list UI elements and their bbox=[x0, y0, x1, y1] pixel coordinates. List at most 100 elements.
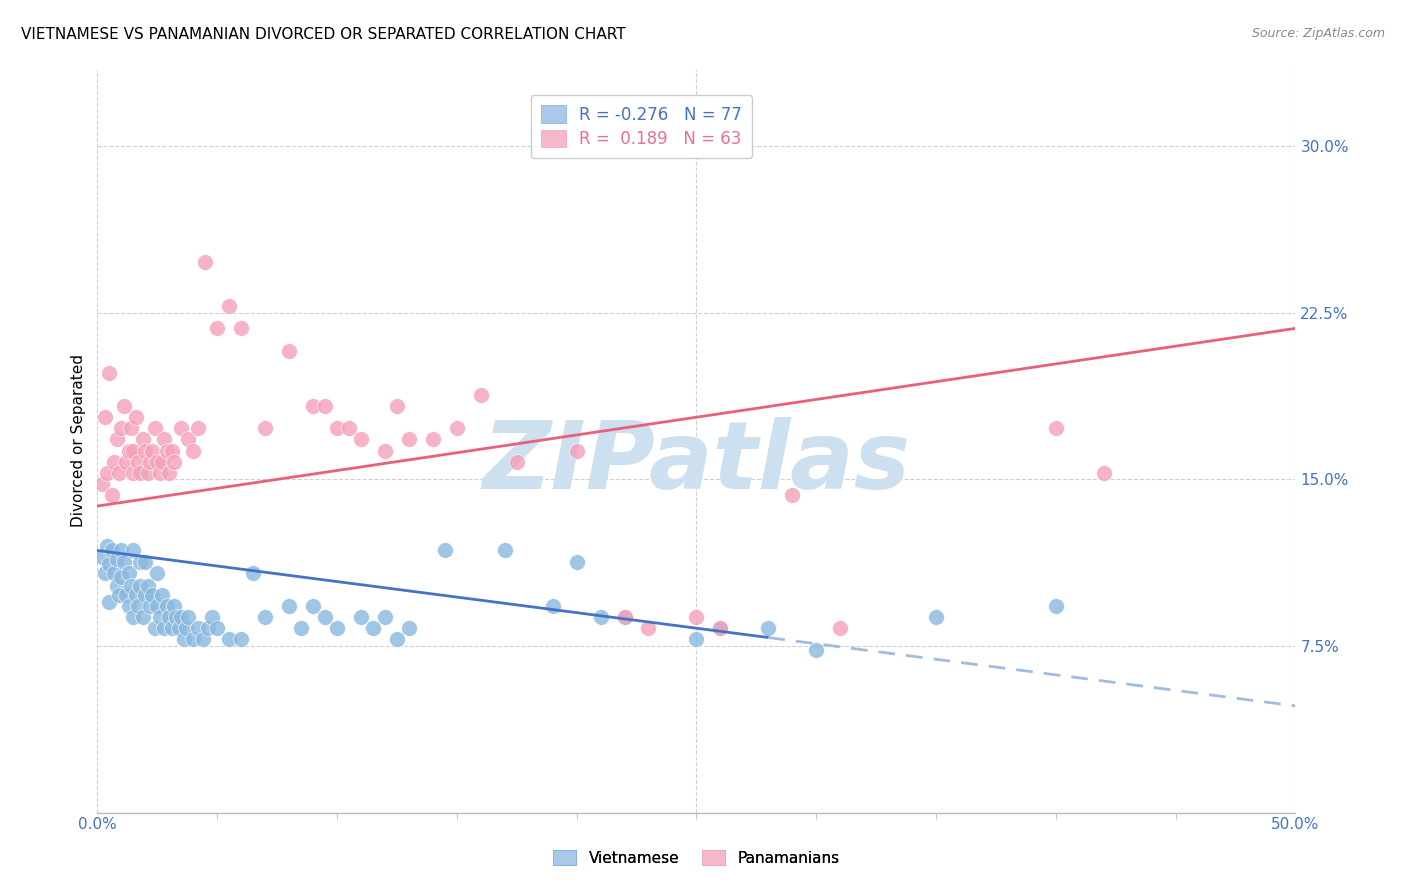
Point bbox=[167, 621, 190, 635]
Point bbox=[160, 621, 183, 635]
Point bbox=[110, 543, 132, 558]
Point bbox=[129, 466, 152, 480]
Point bbox=[187, 621, 209, 635]
Point bbox=[181, 632, 204, 647]
Point bbox=[100, 543, 122, 558]
Point bbox=[117, 443, 139, 458]
Legend: Vietnamese, Panamanians: Vietnamese, Panamanians bbox=[547, 844, 845, 871]
Point bbox=[146, 599, 169, 613]
Point bbox=[302, 399, 325, 413]
Point bbox=[229, 632, 252, 647]
Point bbox=[105, 552, 128, 566]
Point bbox=[398, 621, 420, 635]
Point bbox=[229, 321, 252, 335]
Point bbox=[141, 443, 163, 458]
Point bbox=[374, 443, 396, 458]
Point bbox=[122, 466, 145, 480]
Point bbox=[1092, 466, 1115, 480]
Point bbox=[350, 610, 373, 624]
Point bbox=[149, 466, 172, 480]
Point bbox=[177, 433, 200, 447]
Point bbox=[181, 443, 204, 458]
Point bbox=[122, 543, 145, 558]
Point bbox=[337, 421, 360, 435]
Point bbox=[129, 555, 152, 569]
Point bbox=[160, 443, 183, 458]
Point bbox=[156, 599, 179, 613]
Point bbox=[197, 621, 219, 635]
Point bbox=[709, 621, 731, 635]
Point bbox=[589, 610, 612, 624]
Point bbox=[149, 610, 172, 624]
Point bbox=[780, 488, 803, 502]
Point bbox=[830, 621, 852, 635]
Point bbox=[150, 455, 173, 469]
Point bbox=[174, 621, 197, 635]
Point bbox=[127, 599, 149, 613]
Point bbox=[93, 410, 115, 425]
Point bbox=[110, 570, 132, 584]
Point bbox=[254, 421, 277, 435]
Point bbox=[1045, 599, 1067, 613]
Point bbox=[218, 632, 240, 647]
Point bbox=[422, 433, 444, 447]
Point bbox=[110, 421, 132, 435]
Point bbox=[170, 421, 193, 435]
Point bbox=[326, 621, 349, 635]
Point bbox=[96, 466, 118, 480]
Point bbox=[125, 588, 148, 602]
Point bbox=[141, 588, 163, 602]
Point bbox=[709, 621, 731, 635]
Point bbox=[242, 566, 264, 580]
Point bbox=[201, 610, 224, 624]
Point bbox=[163, 599, 186, 613]
Point bbox=[91, 476, 114, 491]
Point bbox=[105, 579, 128, 593]
Point bbox=[398, 433, 420, 447]
Point bbox=[132, 610, 155, 624]
Point bbox=[637, 621, 659, 635]
Point bbox=[157, 466, 180, 480]
Point bbox=[117, 599, 139, 613]
Point bbox=[163, 455, 186, 469]
Point bbox=[139, 599, 162, 613]
Point bbox=[105, 433, 128, 447]
Point bbox=[177, 610, 200, 624]
Point bbox=[385, 399, 408, 413]
Point bbox=[91, 550, 114, 565]
Point bbox=[613, 610, 636, 624]
Point bbox=[153, 433, 176, 447]
Point bbox=[127, 455, 149, 469]
Point bbox=[156, 443, 179, 458]
Point bbox=[150, 588, 173, 602]
Point bbox=[756, 621, 779, 635]
Point bbox=[112, 555, 135, 569]
Point bbox=[134, 443, 156, 458]
Point bbox=[98, 557, 121, 571]
Point bbox=[290, 621, 312, 635]
Point bbox=[505, 455, 527, 469]
Point bbox=[146, 455, 169, 469]
Point bbox=[120, 421, 142, 435]
Point bbox=[565, 555, 588, 569]
Point bbox=[170, 610, 193, 624]
Point bbox=[205, 621, 228, 635]
Point bbox=[205, 321, 228, 335]
Point bbox=[613, 610, 636, 624]
Point bbox=[112, 399, 135, 413]
Point bbox=[494, 543, 516, 558]
Point bbox=[122, 610, 145, 624]
Point bbox=[541, 599, 564, 613]
Point bbox=[194, 254, 217, 268]
Point bbox=[132, 433, 155, 447]
Point bbox=[98, 594, 121, 608]
Point bbox=[129, 579, 152, 593]
Point bbox=[685, 610, 707, 624]
Point bbox=[96, 539, 118, 553]
Point bbox=[125, 410, 148, 425]
Point bbox=[143, 421, 166, 435]
Point bbox=[173, 632, 195, 647]
Point bbox=[122, 443, 145, 458]
Point bbox=[254, 610, 277, 624]
Point bbox=[165, 610, 187, 624]
